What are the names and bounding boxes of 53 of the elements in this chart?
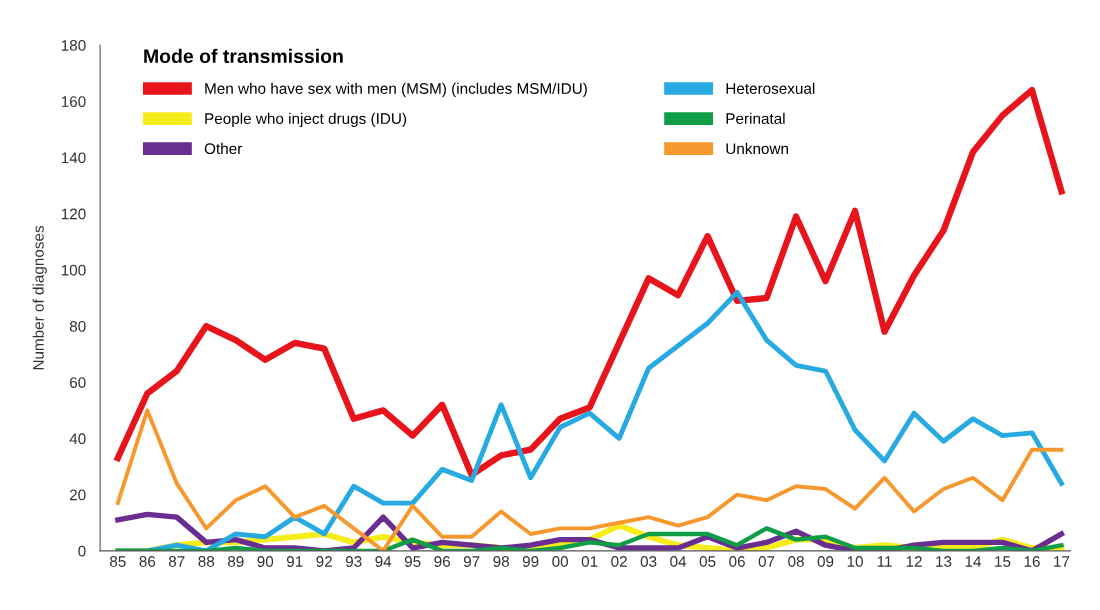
line-series (115, 408, 1064, 551)
x-tick-label: 00 (552, 556, 569, 567)
y-tick-label: 160 (61, 96, 86, 108)
y-tick-label: 40 (69, 433, 86, 445)
x-tick-label: 97 (463, 556, 480, 567)
legend-label: People who inject drugs (IDU) (205, 112, 407, 128)
x-tick-label: 85 (109, 556, 126, 567)
y-tick-label: 20 (69, 489, 86, 501)
y-tick-label: 60 (70, 377, 86, 388)
x-tick-label: 90 (257, 556, 274, 567)
x-tick-label: 12 (906, 556, 922, 567)
x-tick-label: 92 (316, 556, 332, 567)
x-tick-label: 89 (227, 556, 244, 567)
x-tick-label: 99 (522, 556, 539, 567)
x-tick-label: 17 (1054, 556, 1070, 567)
y-axis-title: Number of diagnoses (32, 225, 47, 370)
legend-label: Perinatal (726, 112, 785, 124)
y-tick-label: 0 (78, 545, 86, 557)
x-tick-label: 07 (758, 556, 775, 567)
x-tick-label: 01 (581, 556, 598, 567)
legend-title: Mode of transmission (144, 48, 343, 64)
x-tick-label: 15 (995, 556, 1011, 567)
y-tick-label: 140 (61, 152, 86, 164)
x-tick-label: 05 (699, 556, 716, 567)
x-tick-label: 87 (168, 556, 185, 567)
x-tick-label: 14 (965, 556, 982, 567)
x-tick-label: 10 (847, 556, 863, 567)
x-tick-label: 11 (877, 556, 892, 567)
y-tick-label: 120 (61, 208, 86, 220)
legend-label: Men who have sex with men (MSM) (includes MSM/IDU) (205, 82, 587, 97)
x-tick-label: 16 (1024, 556, 1040, 567)
legend-label: Heterosexual (726, 82, 815, 94)
x-tick-label: 08 (788, 556, 804, 567)
legend-label: Unknown (726, 142, 788, 155)
x-tick-label: 95 (404, 556, 421, 567)
y-tick-label: 180 (61, 40, 86, 51)
x-tick-label: 02 (611, 556, 627, 567)
x-tick-label: 13 (936, 556, 952, 567)
x-tick-label: 09 (817, 556, 834, 567)
x-tick-label: 88 (198, 556, 215, 567)
x-tick-label: 94 (375, 556, 392, 567)
x-tick-label: 93 (345, 556, 362, 567)
y-tick-label: 100 (61, 264, 86, 276)
x-tick-label: 06 (729, 556, 745, 567)
x-tick-label: 03 (640, 556, 657, 567)
y-tick-label: 80 (69, 320, 86, 332)
x-tick-label: 96 (434, 556, 450, 567)
x-tick-label: 91 (286, 556, 303, 567)
x-tick-label: 86 (139, 556, 156, 567)
x-tick-label: 98 (493, 556, 509, 567)
legend-label: Other (204, 142, 243, 155)
x-tick-label: 04 (670, 556, 687, 567)
line-series (115, 289, 1064, 551)
